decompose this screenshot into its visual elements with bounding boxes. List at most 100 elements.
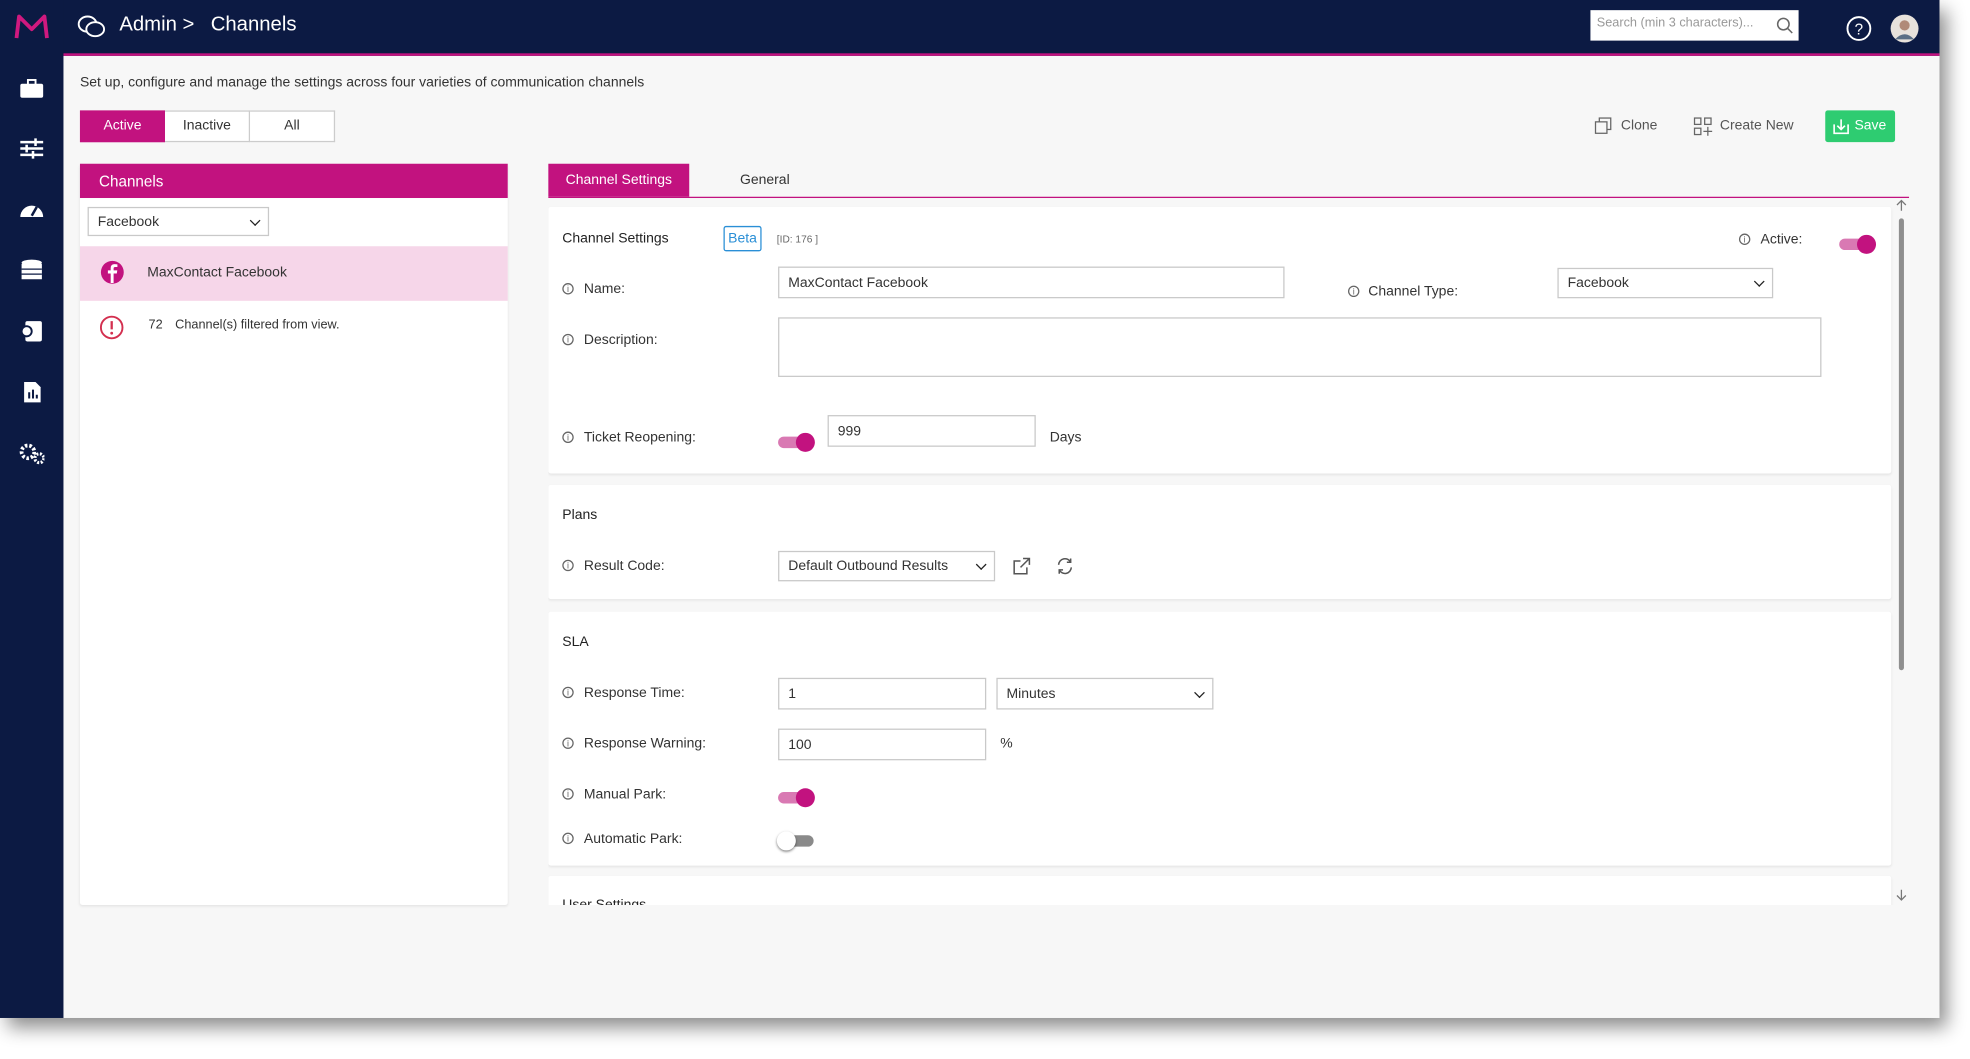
field-label: Response Warning: [583,736,706,752]
tab-channel-settings[interactable]: Channel Settings [548,163,690,197]
ticket-reopening-input[interactable]: 999 [827,415,1036,447]
channel-name: MaxContact Facebook [147,265,287,281]
tab-label: Channel Settings [565,172,672,188]
response-time-input[interactable]: 1 [778,677,987,710]
channel-item[interactable]: MaxContact Facebook [79,246,508,301]
active-toggle[interactable] [1839,234,1877,254]
filtered-count: 72 [148,318,163,333]
info-icon: i [562,283,574,295]
nav-sliders[interactable] [19,137,44,160]
select-value: Default Outbound Results [788,558,949,574]
filter-tab[interactable]: All [250,110,336,143]
logo[interactable] [14,13,50,41]
sla-card: SLA i Response Time: 1 Minutes i Respons… [548,611,1892,866]
user-settings-card: User Settings [548,875,1892,906]
channels-header: Channels [79,163,508,199]
info-icon: i [562,333,574,346]
section-heading: Plans [562,507,598,523]
scroll-down[interactable] [1895,889,1908,902]
scrollbar-thumb[interactable] [1898,218,1904,671]
manual-park-toggle[interactable] [778,788,815,808]
channels-title: Channels [99,172,164,191]
avatar[interactable] [1890,14,1919,43]
beta-badge: Beta [723,225,762,252]
tab-general[interactable]: General [740,172,790,188]
clone-icon [1594,117,1612,134]
field-label: Automatic Park: [583,831,683,847]
filter-tab[interactable]: Active [79,110,166,143]
nav-settings[interactable] [19,442,45,465]
info-icon: i [562,737,574,749]
open-link-icon[interactable] [1013,557,1031,575]
warning-icon [99,315,124,340]
search-icon [1776,17,1793,34]
input-value: 1 [788,686,797,702]
nav-contacts[interactable] [19,320,44,343]
help-icon[interactable]: ? [1846,15,1873,42]
response-time-unit-select[interactable]: Minutes [996,677,1214,710]
info-icon: i [562,431,574,443]
channel-type-select[interactable]: Facebook [1557,267,1774,299]
plans-card: Plans i Result Code: Default Outbound Re… [548,484,1892,600]
field-label: Ticket Reopening: [583,430,696,446]
section-heading: SLA [562,634,589,650]
unit-label: Days [1049,430,1082,446]
unit-label: % [1000,736,1013,752]
type-filter-select[interactable]: Facebook [87,206,270,237]
save-icon [1833,119,1849,135]
clone-button[interactable]: Clone [1620,118,1658,134]
input-value: MaxContact Facebook [788,274,928,291]
automatic-park-toggle[interactable] [776,831,815,851]
search-placeholder: Search (min 3 characters)... [1596,16,1754,31]
field-label: Description: [583,332,658,348]
chat-icon [77,15,106,38]
response-warning-input[interactable]: 100 [778,728,987,761]
refresh-icon[interactable] [1056,557,1074,575]
svg-text:?: ? [1855,21,1863,38]
settings-scroll: Channel Settings Beta [ID: 176 ] i Activ… [548,199,1909,906]
section-heading: Channel Settings [562,231,669,247]
nav-briefcase[interactable] [19,77,44,100]
nav-reports[interactable] [19,381,44,404]
sidebar [0,0,64,1018]
select-value: Minutes [1006,686,1056,702]
toggle-track [778,835,814,847]
input-value: 999 [837,423,862,439]
field-label: Name: [583,281,626,298]
channels-panel: Channels Facebook MaxContact Facebook 72… [79,163,508,906]
info-icon: i [562,832,574,845]
search-box[interactable]: Search (min 3 characters)... [1590,10,1799,41]
nav-dashboard[interactable] [19,198,44,221]
id-text: [ID: 176 ] [776,233,819,245]
window: Admin > Channels Search (min 3 character… [0,0,1939,1018]
info-icon: i [562,686,574,699]
field-label: Channel Type: [1368,284,1459,300]
scroll-up[interactable] [1895,199,1908,212]
result-code-select[interactable]: Default Outbound Results [778,550,996,582]
filter-tab[interactable]: Inactive [165,110,251,143]
name-input[interactable]: MaxContact Facebook [778,266,1285,299]
create-new-icon [1693,117,1713,136]
create-new-button[interactable]: Create New [1719,118,1794,134]
info-icon: i [1738,233,1751,245]
breadcrumb[interactable]: Admin > [119,13,195,36]
info-icon: i [1347,285,1360,298]
save-button[interactable]: Save [1825,110,1896,143]
toggle-knob [1856,234,1877,254]
channel-settings-card: Channel Settings Beta [ID: 176 ] i Activ… [548,206,1892,474]
nav-database[interactable] [19,259,44,282]
field-label: Result Code: [583,558,665,574]
save-label: Save [1854,118,1887,134]
description-textarea[interactable] [778,317,1822,377]
select-value: Facebook [1567,275,1629,291]
tab-underline [548,196,1910,199]
input-value: 100 [788,736,812,753]
info-icon: i [562,788,574,800]
ticket-reopening-toggle[interactable] [778,432,815,452]
type-filter-value: Facebook [97,213,160,230]
facebook-icon [100,260,124,284]
info-icon: i [562,559,574,572]
toggle-knob [795,432,815,452]
